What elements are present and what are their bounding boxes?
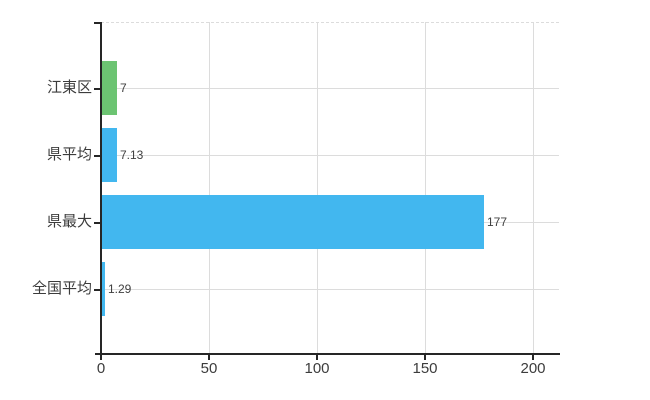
- axis-tick: [94, 155, 100, 157]
- y-axis-label: 江東区: [46, 79, 92, 96]
- bar: [102, 61, 117, 115]
- gridline: [209, 22, 210, 353]
- axis-tick: [316, 355, 318, 360]
- x-axis-label: 150: [412, 360, 438, 377]
- axis-tick: [94, 88, 100, 90]
- gridline: [101, 88, 559, 89]
- axis-tick: [424, 355, 426, 360]
- bar: [102, 128, 117, 182]
- x-axis-label: 0: [96, 360, 106, 377]
- y-axis-label: 全国平均: [31, 280, 92, 297]
- gridline: [101, 289, 559, 290]
- gridline: [425, 22, 426, 353]
- axis-tick: [532, 355, 534, 360]
- axis-tick: [208, 355, 210, 360]
- x-axis-label: 100: [304, 360, 330, 377]
- y-axis-label: 県最大: [46, 213, 92, 230]
- bar: [102, 262, 105, 316]
- gridline: [317, 22, 318, 353]
- axis-tick: [100, 355, 102, 360]
- axis-tick: [94, 222, 100, 224]
- x-axis-label: 50: [200, 360, 218, 377]
- bar-value-label: 1.29: [108, 282, 132, 296]
- bar: [102, 195, 484, 249]
- y-axis-label: 県平均: [46, 146, 92, 163]
- x-axis-label: 200: [520, 360, 546, 377]
- x-axis: [95, 353, 560, 355]
- axis-tick: [94, 22, 100, 24]
- gridline: [533, 22, 534, 353]
- gridline: [101, 155, 559, 156]
- axis-tick: [94, 289, 100, 291]
- bar-value-label: 7.13: [120, 148, 144, 162]
- y-axis: [100, 22, 102, 355]
- plot-top-border: [101, 22, 559, 23]
- bar-value-label: 7: [120, 81, 127, 95]
- bar-value-label: 177: [487, 215, 508, 229]
